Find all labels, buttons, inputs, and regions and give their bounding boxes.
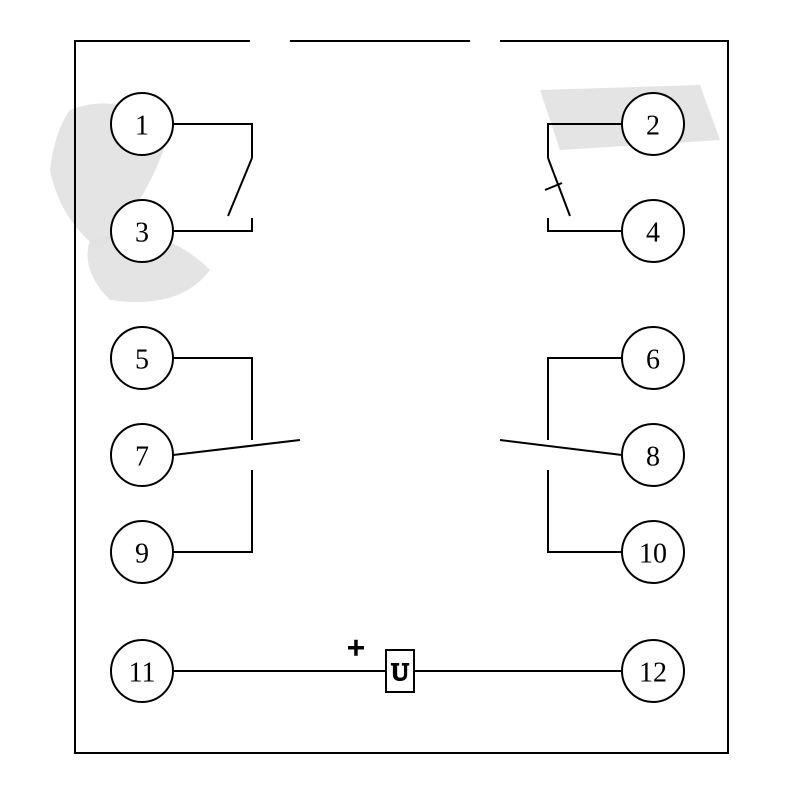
coil-11-12: U + [173, 632, 622, 693]
pin-4: 4 [622, 200, 684, 262]
pin-8: 8 [622, 424, 684, 486]
pin-11: 11 [111, 640, 173, 702]
pin-12: 12 [622, 640, 684, 702]
outer-frame [75, 41, 728, 753]
pin-5: 5 [111, 327, 173, 389]
pin-2: 2 [622, 93, 684, 155]
pin-label: 8 [646, 442, 660, 473]
pin-label: 9 [135, 539, 149, 570]
pin-7: 7 [111, 424, 173, 486]
pin-label: 10 [639, 539, 667, 570]
pin-label: 1 [135, 111, 149, 142]
pin-3: 3 [111, 200, 173, 262]
pin-1: 1 [111, 93, 173, 155]
contact-6-8-10 [500, 358, 622, 552]
wiring: U + [173, 124, 622, 692]
pin-label: 12 [639, 658, 667, 689]
pin-9: 9 [111, 521, 173, 583]
pins-layer: 123456789101112 [111, 93, 684, 702]
coil-u-label: U [391, 660, 408, 686]
pin-label: 3 [135, 218, 149, 249]
coil-plus-label: + [348, 632, 365, 665]
pin-label: 7 [135, 442, 149, 473]
pin-label: 2 [646, 111, 660, 142]
contact-5-7-9 [173, 358, 300, 552]
pin-label: 11 [129, 658, 156, 689]
relay-pinout-diagram: U + 123456789101112 [0, 0, 800, 800]
contact-1-3 [173, 124, 252, 231]
pin-label: 6 [646, 345, 660, 376]
pin-6: 6 [622, 327, 684, 389]
pin-label: 4 [646, 218, 660, 249]
pin-label: 5 [135, 345, 149, 376]
pin-10: 10 [622, 521, 684, 583]
